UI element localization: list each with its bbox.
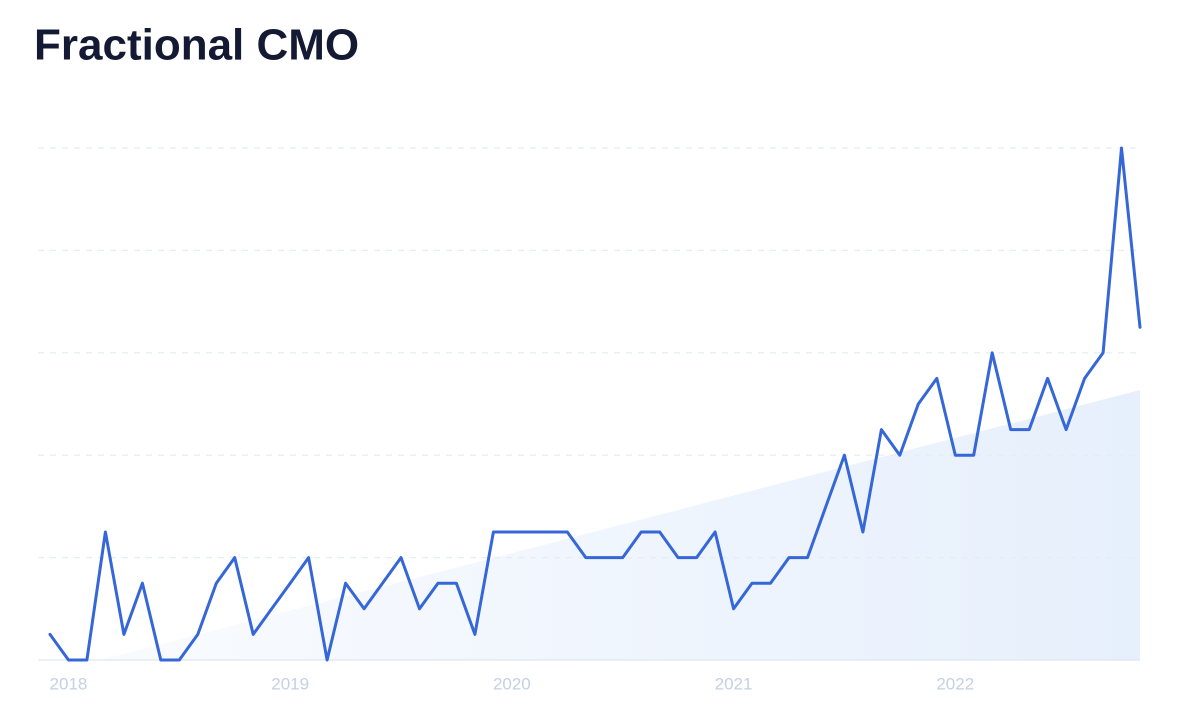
x-tick-label: 2019 xyxy=(271,674,309,693)
x-tick-label: 2018 xyxy=(50,674,88,693)
x-tick-label: 2021 xyxy=(715,674,753,693)
chart-title: Fractional CMO xyxy=(34,21,359,70)
trend-line xyxy=(48,146,1142,662)
x-tick-label: 2020 xyxy=(493,674,531,693)
trend-area xyxy=(100,390,1140,660)
x-tick-label: 2022 xyxy=(936,674,974,693)
